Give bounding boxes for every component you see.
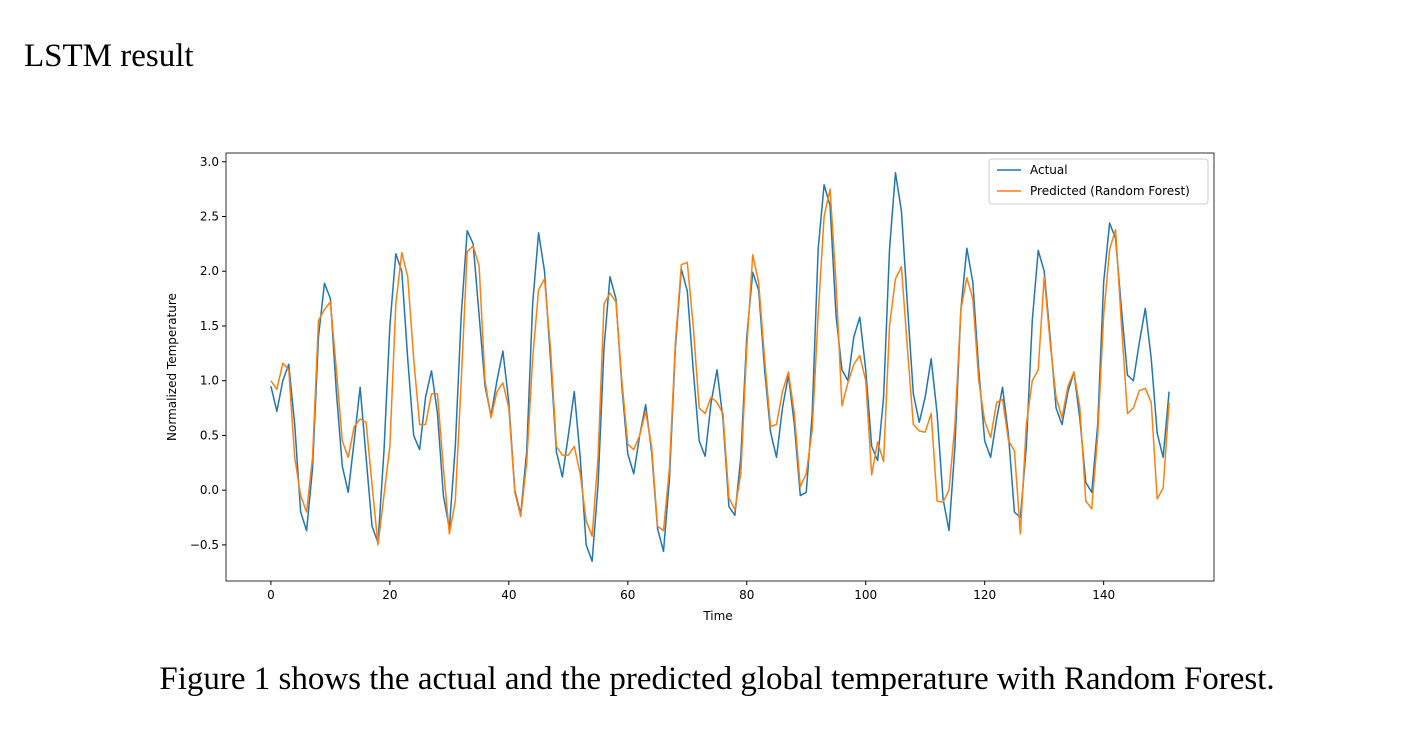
plot-frame (225, 152, 1215, 582)
data-line (270, 188, 1170, 546)
legend-label: Actual (1030, 163, 1068, 177)
x-tick-label: 0 (267, 588, 275, 602)
caption: Figure 1 shows the actual and the predic… (159, 661, 1274, 697)
data-line (270, 171, 1170, 563)
x-tick-label: 40 (501, 588, 516, 602)
y-tick-label: 2.0 (200, 264, 219, 278)
y-tick-label: 1.5 (200, 319, 219, 333)
x-tick-label: 80 (739, 588, 754, 602)
x-tick-label: 20 (382, 588, 397, 602)
x-tick-label: 100 (854, 588, 877, 602)
heading: LSTM result (24, 38, 194, 74)
y-axis-label: Normalized Temperature (165, 293, 179, 441)
y-tick-label: 2.5 (200, 209, 219, 223)
legend-label: Predicted (Random Forest) (1030, 184, 1190, 198)
y-tick-label: 3.0 (200, 155, 219, 169)
x-tick-label: 120 (973, 588, 996, 602)
y-tick-label: 0.0 (200, 483, 219, 497)
y-tick-label: −0.5 (190, 538, 219, 552)
x-axis-label: Time (702, 609, 732, 623)
x-tick-label: 140 (1092, 588, 1115, 602)
y-tick-label: 1.0 (200, 374, 219, 388)
x-tick-label: 60 (620, 588, 635, 602)
y-tick-label: 0.5 (200, 428, 219, 442)
legend-box (988, 158, 1209, 205)
